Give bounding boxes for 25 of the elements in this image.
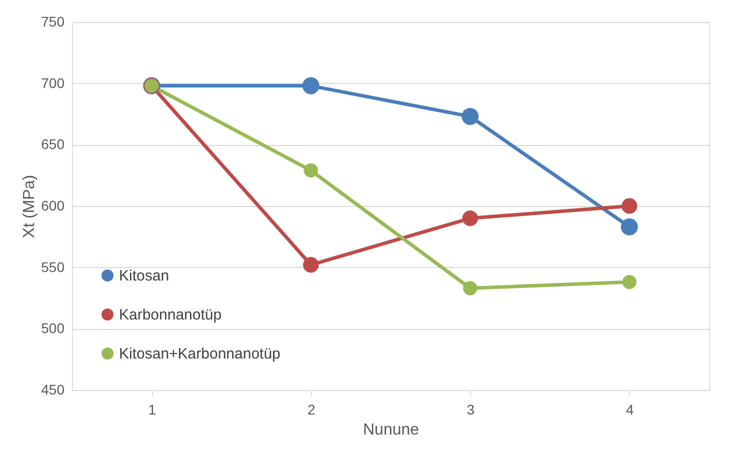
point bbox=[463, 281, 478, 296]
x-axis-title: Nunune bbox=[362, 422, 420, 438]
point bbox=[303, 257, 319, 273]
y-tick-label: 650 bbox=[41, 136, 65, 152]
x-tick-label: 1 bbox=[148, 402, 156, 418]
point bbox=[462, 108, 479, 125]
legend-label: Kitosan+Karbonnanotüp bbox=[119, 346, 280, 362]
point bbox=[302, 77, 320, 94]
point bbox=[620, 218, 638, 236]
point bbox=[622, 198, 638, 214]
point bbox=[462, 210, 478, 226]
y-tick-label: 700 bbox=[41, 74, 65, 91]
point bbox=[622, 274, 636, 290]
y-axis-title: Xt (MPa) bbox=[21, 174, 38, 238]
y-tick-label: 750 bbox=[41, 14, 65, 30]
point bbox=[304, 163, 318, 178]
x-tick-label: 4 bbox=[626, 402, 634, 418]
x-tick-label: 2 bbox=[307, 402, 316, 418]
y-tick-label: 600 bbox=[41, 198, 65, 214]
y-tick-label: 550 bbox=[41, 258, 65, 275]
y-tick-label: 500 bbox=[41, 320, 65, 336]
y-tick-label: 450 bbox=[41, 382, 65, 398]
legend-label: Kitosan bbox=[119, 268, 170, 284]
legend-label: Karbonnanotüp bbox=[119, 306, 222, 324]
x-tick-label: 3 bbox=[466, 402, 475, 418]
